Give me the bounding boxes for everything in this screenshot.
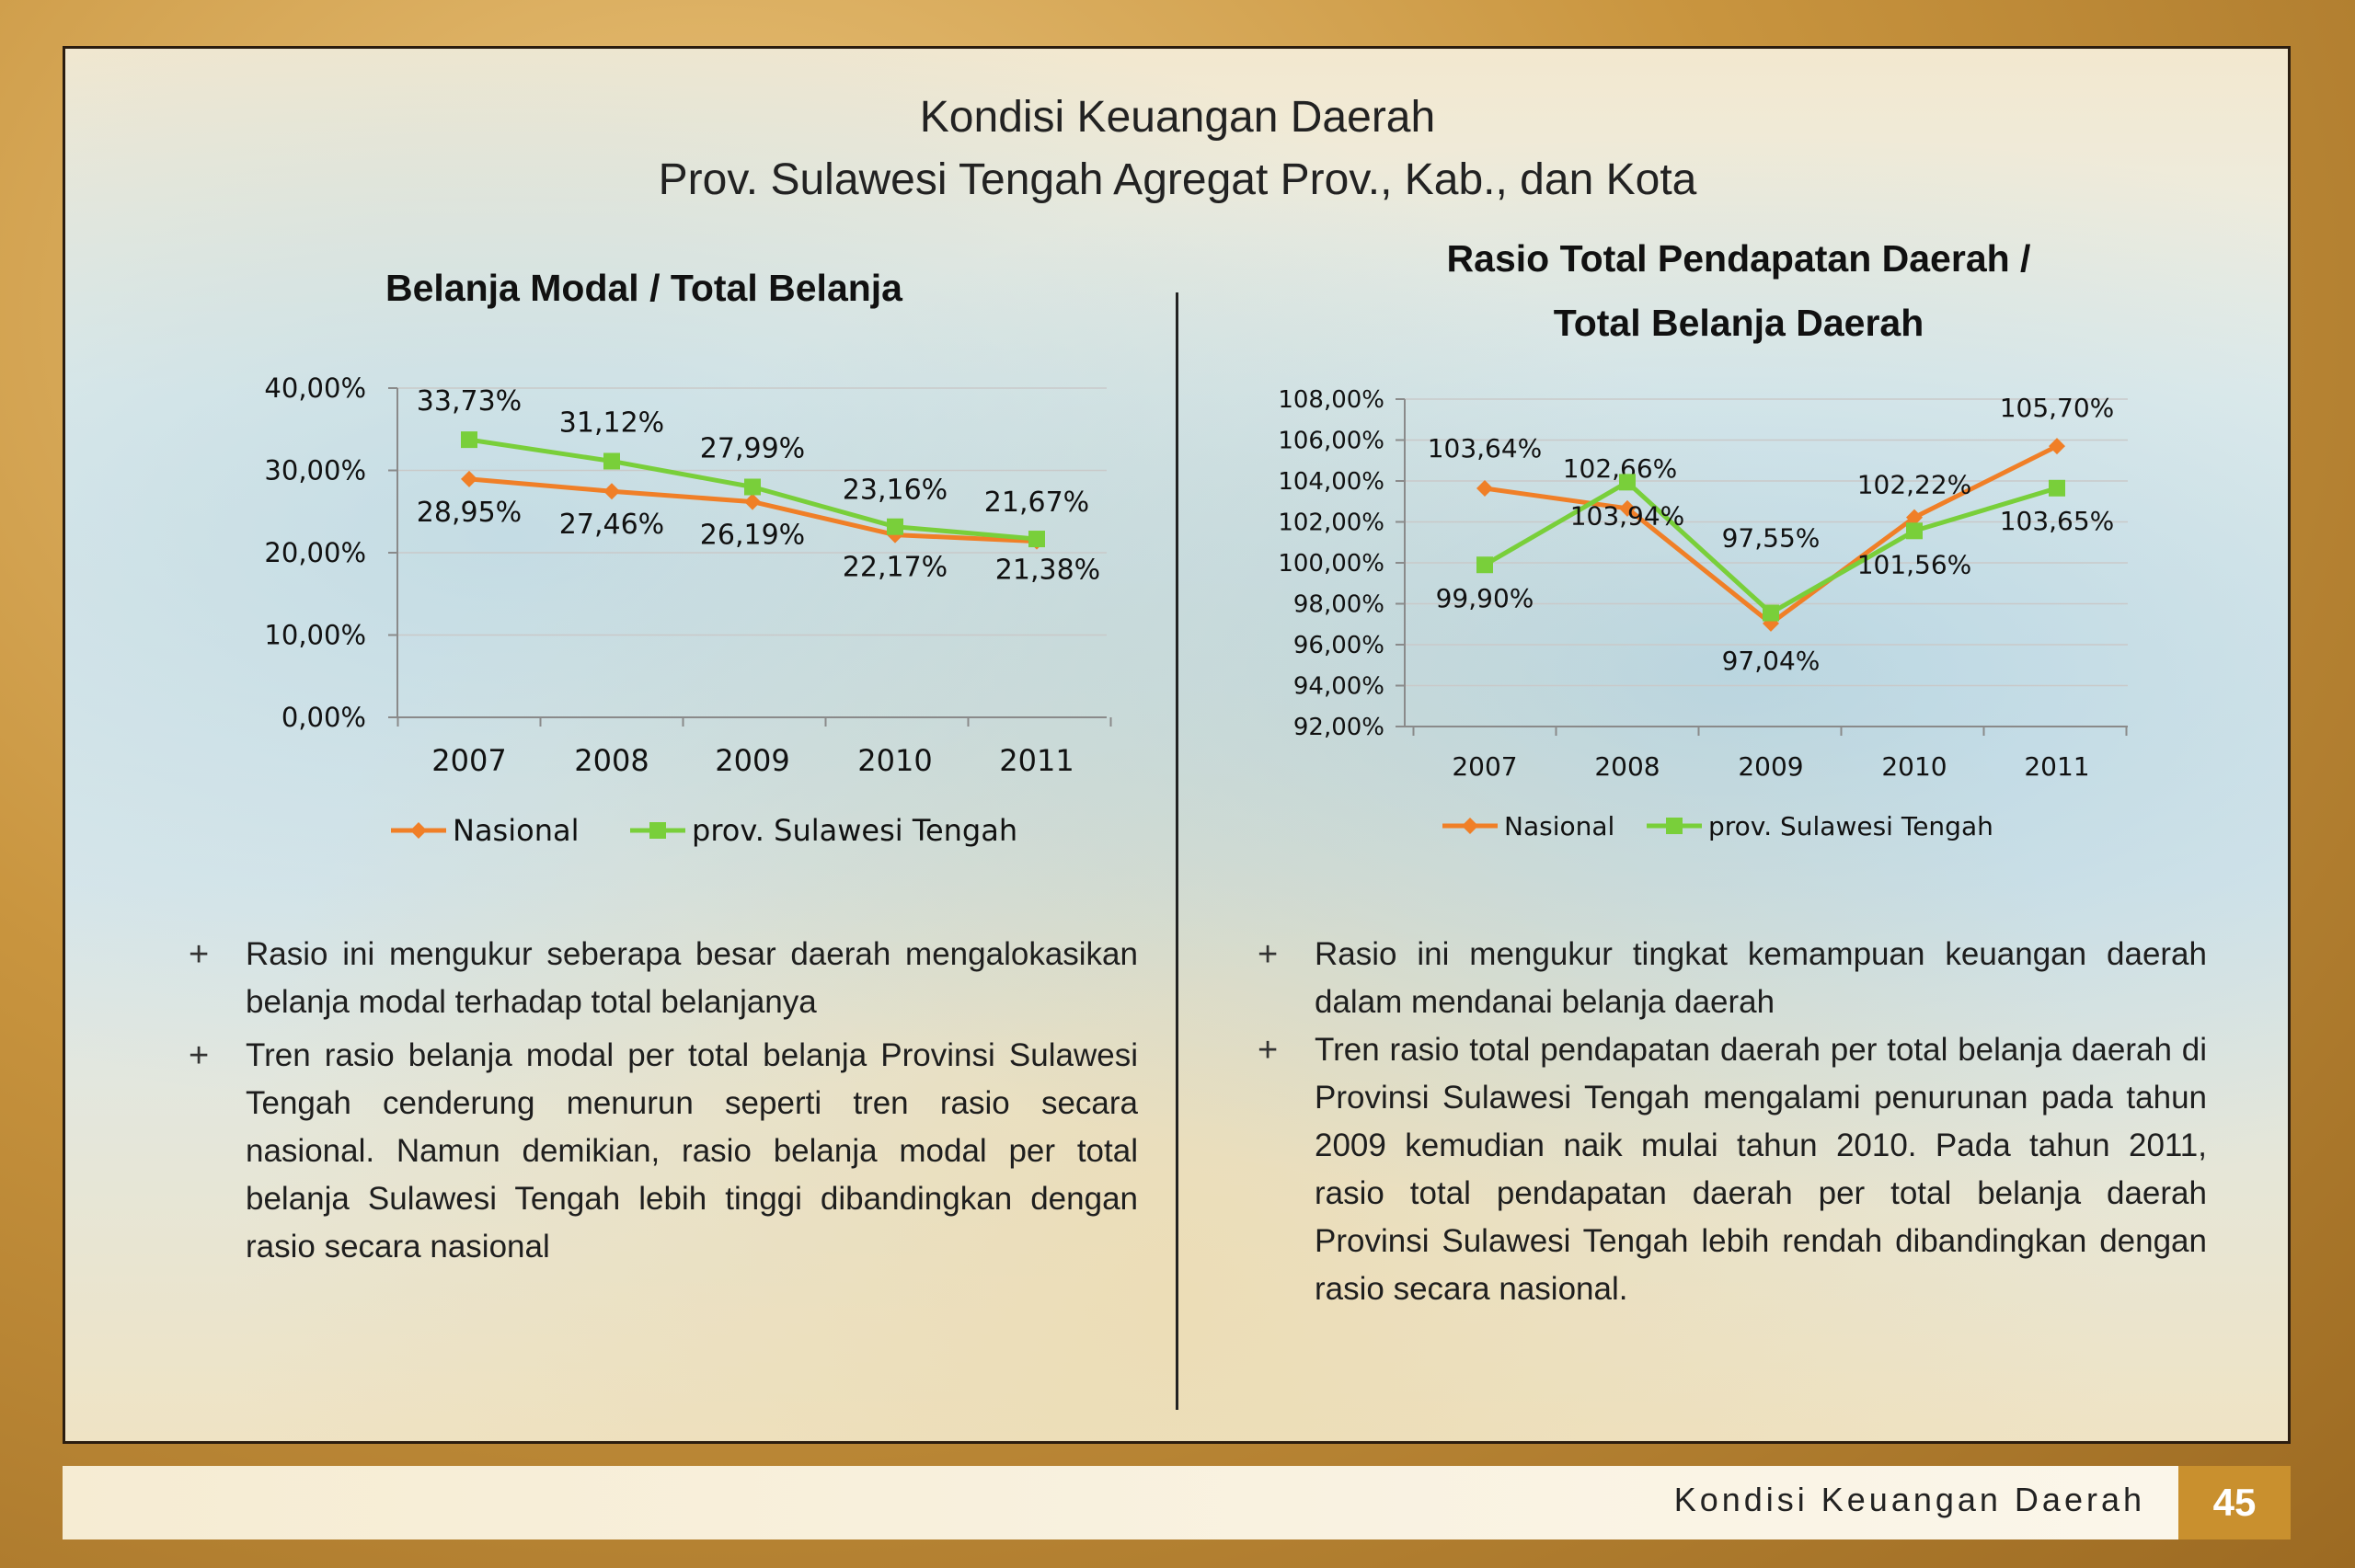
right-bullet-2: + Tren rasio total pendapatan daerah per… xyxy=(1258,1026,2207,1313)
chart2-point-sulteng xyxy=(1476,556,1493,574)
chart2-data-label: 97,55% xyxy=(1722,523,1821,554)
page-title-line1: Kondisi Keuangan Daerah xyxy=(919,93,1436,142)
chart2-x-tick-label: 2009 xyxy=(1738,751,1803,782)
column-divider xyxy=(1176,292,1178,1410)
chart1-point-sulteng xyxy=(1028,531,1045,548)
left-bullet-1: + Rasio ini mengukur seberapa besar daer… xyxy=(189,931,1138,1026)
chart2-y-tick-label: 102,00% xyxy=(1278,509,1384,537)
chart1-data-label: 21,38% xyxy=(995,555,1100,587)
chart2-y-tick-label: 92,00% xyxy=(1293,714,1384,741)
chart1-point-nasional xyxy=(603,483,620,500)
right-bullet-1: + Rasio ini mengukur tingkat kemampuan k… xyxy=(1258,931,2207,1026)
chart1-x-tick-label: 2007 xyxy=(431,743,506,778)
bullet-plus-icon: + xyxy=(1258,1031,1279,1070)
chart2-y-tick-label: 100,00% xyxy=(1278,550,1384,578)
chart2-point-sulteng xyxy=(2049,479,2065,497)
chart2-x-tick-label: 2008 xyxy=(1594,751,1660,782)
chart1-x-tick-label: 2011 xyxy=(999,743,1074,778)
chart2-y-tick-label: 106,00% xyxy=(1278,428,1384,455)
right-description: + Rasio ini mengukur tingkat kemampuan k… xyxy=(1258,931,2207,1313)
chart2-legend-marker xyxy=(1462,818,1478,834)
chart2-y-tick-label: 98,00% xyxy=(1293,591,1384,619)
chart2-legend-label: prov. Sulawesi Tengah xyxy=(1708,811,1993,841)
chart2-x-tick-label: 2010 xyxy=(1881,751,1947,782)
chart1-point-sulteng xyxy=(603,452,620,470)
left-description: + Rasio ini mengukur seberapa besar daer… xyxy=(189,931,1138,1271)
chart1-data-label: 22,17% xyxy=(843,552,948,584)
chart1-data-label: 21,67% xyxy=(984,486,1089,519)
chart1-point-sulteng xyxy=(461,431,477,449)
chart2-legend-label: Nasional xyxy=(1504,811,1614,841)
chart1-y-tick-label: 0,00% xyxy=(281,702,366,733)
chart1-title: Belanja Modal / Total Belanja xyxy=(385,267,902,309)
page-title-line2: Prov. Sulawesi Tengah Agregat Prov., Kab… xyxy=(658,155,1697,204)
chart1-point-nasional xyxy=(744,493,761,510)
bullet-plus-icon: + xyxy=(1258,935,1279,974)
chart2-point-nasional xyxy=(1476,480,1493,498)
chart2-y-tick-label: 96,00% xyxy=(1293,632,1384,659)
left-bullet-1-text: Rasio ini mengukur seberapa besar daerah… xyxy=(246,936,1138,1020)
page-number: 45 xyxy=(2178,1466,2291,1539)
chart2-data-label: 103,94% xyxy=(1570,500,1685,531)
chart2-data-label: 99,90% xyxy=(1436,583,1534,613)
chart2-title-line2: Total Belanja Daerah xyxy=(1553,302,1924,344)
right-bullet-1-text: Rasio ini mengukur tingkat kemampuan keu… xyxy=(1315,936,2207,1020)
chart1-y-tick-label: 10,00% xyxy=(264,620,366,651)
chart1-point-sulteng xyxy=(744,478,761,496)
chart1-data-label: 27,46% xyxy=(559,509,664,541)
chart1-legend-label: prov. Sulawesi Tengah xyxy=(692,813,1017,848)
chart1-y-tick-label: 20,00% xyxy=(264,537,366,568)
chart1-y-tick-label: 30,00% xyxy=(264,455,366,486)
chart1-x-tick-label: 2009 xyxy=(715,743,789,778)
chart2-point-sulteng xyxy=(1763,604,1779,622)
chart2-data-label: 105,70% xyxy=(2000,393,2115,423)
chart1-y-tick-label: 40,00% xyxy=(264,372,366,404)
chart2-point-nasional xyxy=(2049,438,2065,455)
chart2-data-label: 97,04% xyxy=(1722,646,1821,676)
right-bullet-2-text: Tren rasio total pendapatan daerah per t… xyxy=(1315,1032,2207,1307)
chart2-point-sulteng xyxy=(1906,522,1923,540)
left-bullet-2: + Tren rasio belanja modal per total bel… xyxy=(189,1032,1138,1271)
chart2-data-label: 103,65% xyxy=(2000,506,2115,536)
chart2-data-label: 102,22% xyxy=(1857,470,1972,500)
chart1-point-nasional xyxy=(461,470,477,487)
chart1-point-sulteng xyxy=(887,518,903,535)
footer-title: Kondisi Keuangan Daerah xyxy=(1673,1481,2145,1518)
chart2-data-label: 103,64% xyxy=(1428,433,1543,464)
chart2-y-tick-label: 94,00% xyxy=(1293,673,1384,701)
chart2-legend-marker xyxy=(1666,818,1683,834)
chart1-data-label: 23,16% xyxy=(843,475,948,507)
chart2-point-nasional xyxy=(1619,499,1636,517)
chart1-legend-marker xyxy=(649,822,666,839)
chart2-y-tick-label: 108,00% xyxy=(1278,386,1384,414)
chart1-legend-label: Nasional xyxy=(453,813,579,848)
chart2-x-tick-label: 2007 xyxy=(1452,751,1517,782)
footer-bar xyxy=(63,1466,2178,1539)
chart1-data-label: 33,73% xyxy=(417,385,522,418)
chart1-data-label: 28,95% xyxy=(417,497,522,529)
chart2-point-nasional xyxy=(1906,509,1923,526)
chart1-legend-marker xyxy=(410,822,427,839)
chart2-title-line1: Rasio Total Pendapatan Daerah / xyxy=(1446,237,2031,280)
chart2-data-label: 101,56% xyxy=(1857,549,1972,579)
chart2-point-sulteng xyxy=(1619,474,1636,491)
chart1-data-label: 31,12% xyxy=(559,406,664,439)
chart2-y-tick-label: 104,00% xyxy=(1278,468,1384,496)
bullet-plus-icon: + xyxy=(189,935,210,974)
bullet-plus-icon: + xyxy=(189,1036,210,1075)
chart1-data-label: 27,99% xyxy=(700,432,805,464)
chart1-x-tick-label: 2008 xyxy=(574,743,649,778)
left-bullet-2-text: Tren rasio belanja modal per total belan… xyxy=(246,1037,1138,1265)
chart1-data-label: 26,19% xyxy=(700,520,805,552)
chart1-x-tick-label: 2010 xyxy=(857,743,932,778)
chart2-x-tick-label: 2011 xyxy=(2024,751,2089,782)
